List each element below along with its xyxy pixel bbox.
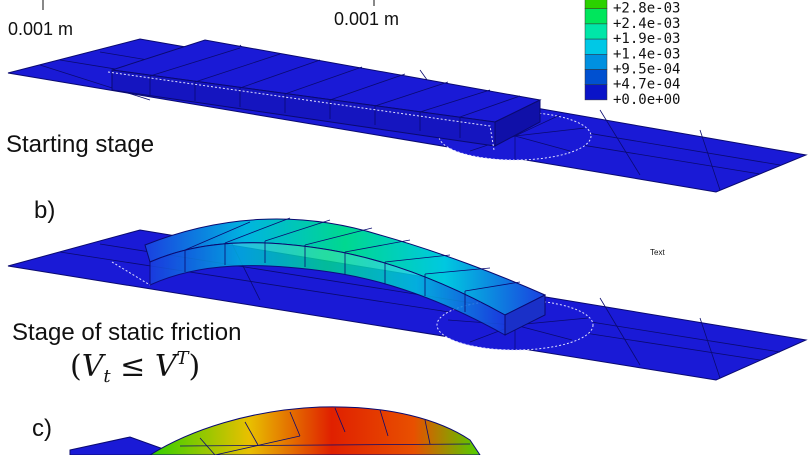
legend-swatch [584, 38, 608, 55]
condition-subscript: t [103, 366, 111, 387]
panel-b-note: Text [650, 248, 665, 257]
panel-c-beam [149, 406, 481, 455]
legend-swatch [584, 69, 608, 85]
legend-label: +4.7e-04 [613, 77, 680, 93]
legend-swatch [584, 23, 608, 40]
scale-bar-right: 0.001 m [334, 0, 399, 29]
panel-c-model [69, 406, 481, 455]
legend-swatch [584, 84, 608, 101]
panel-b-letter: b) [34, 197, 55, 224]
condition-operator: ≤ [111, 349, 155, 384]
condition-superscript: T [177, 348, 191, 369]
panel-a-model [7, 38, 808, 193]
svg-text:(Vt ≤ VT): (Vt ≤ VT) [70, 348, 200, 387]
scale-bar-right-label: 0.001 m [334, 9, 399, 29]
panel-c-base-plate [69, 436, 181, 455]
panel-a-stage-label: Starting stage [6, 131, 154, 158]
scale-bar-left-label: 0.001 m [8, 19, 73, 39]
legend-swatch [584, 0, 608, 9]
legend-swatch [584, 54, 608, 70]
legend-label: +1.9e-03 [613, 31, 680, 47]
scale-bar-left: 0.001 m [8, 0, 73, 39]
color-legend: +2.8e-03+2.4e-03+1.9e-03+1.4e-03+9.5e-04… [584, 0, 680, 108]
condition-v2: V [155, 349, 180, 384]
condition-paren-left: ( [70, 349, 82, 384]
panel-c-letter: c) [32, 415, 52, 442]
panel-b-condition: (Vt ≤ VT) [70, 348, 200, 387]
legend-label: +2.4e-03 [613, 16, 680, 32]
panel-b-stage-label: Stage of static friction [12, 319, 241, 346]
legend-label: +9.5e-04 [613, 62, 680, 78]
panel-b-model [7, 217, 808, 381]
condition-paren-right: ) [189, 349, 201, 384]
legend-label: +2.8e-03 [613, 1, 680, 17]
legend-swatch [584, 8, 608, 25]
condition-v1: V [82, 349, 107, 384]
legend-label: +0.0e+00 [613, 92, 680, 108]
legend-label: +1.4e-03 [613, 46, 680, 62]
